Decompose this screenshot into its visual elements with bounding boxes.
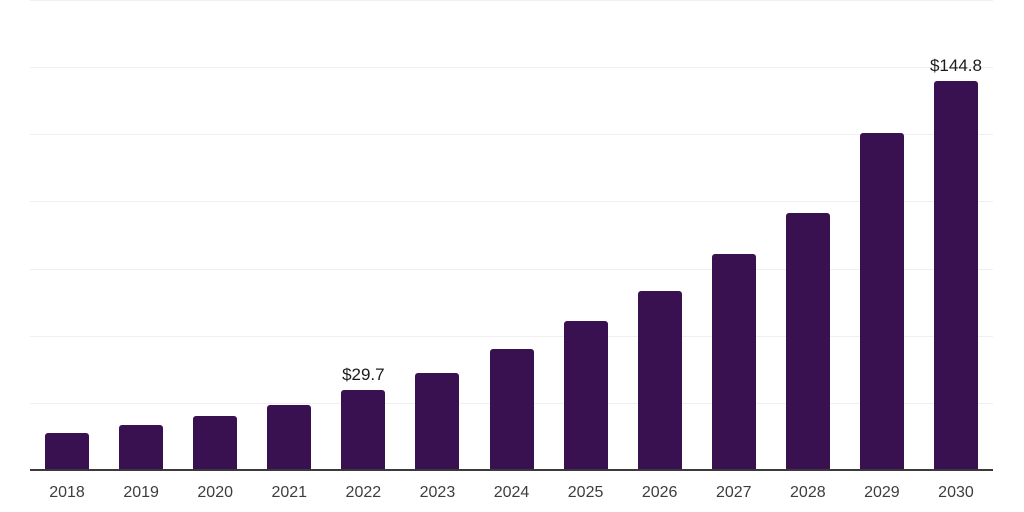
x-tick-label-2018: 2018 [49,484,85,501]
bar-slot-2028 [771,0,845,470]
x-axis-tick-labels: 2018 2019 2020 2021 2022 2023 2024 2025 2026 2027… [30,470,993,501]
x-tick-label-2027: 2027 [715,484,752,501]
bar-slot-2030: $144.8 [919,0,993,470]
bar-2029 [859,132,904,470]
bar-slot-2025 [549,0,623,470]
x-tick-label-2030: 2030 [938,484,974,501]
bar-slot-2024 [474,0,548,470]
bar-2030 [933,81,978,470]
bar-2024 [489,348,534,470]
bar-slot-2023 [400,0,474,470]
bar-slot-2029 [845,0,919,470]
bar-value-label-2030: $144.8 [929,56,982,76]
bar-slot-2018 [30,0,104,470]
bar-value-label-2022: $29.7 [342,365,385,385]
plot-area: $29.7 $144.8 [30,0,993,470]
bar-slot-2019 [104,0,178,470]
x-tick-label-2024: 2024 [493,484,530,501]
x-tick-label-2028: 2028 [790,484,826,501]
bar-slot-2021 [252,0,326,470]
bars-row: $29.7 $144.8 [30,0,993,470]
x-tick-label-2021: 2021 [271,484,308,501]
gridline-100 [30,201,993,203]
bar-slot-2027 [697,0,771,470]
bar-2027 [711,253,756,470]
bar-2028 [785,212,830,470]
x-tick-label-2025: 2025 [567,484,604,501]
bar-2018 [45,432,90,470]
x-tick-label-2020: 2020 [197,484,233,501]
x-tick-label-2029: 2029 [864,484,900,501]
bar-slot-2026 [623,0,697,470]
x-tick-label-2019: 2019 [123,484,159,501]
x-axis-line [30,469,993,471]
x-tick-label-2026: 2026 [641,484,678,501]
bar-2019 [119,424,164,470]
bar-2020 [193,416,238,470]
x-tick-label-2023: 2023 [419,484,456,501]
gridline-150 [30,67,993,69]
bar-2025 [563,320,608,470]
bar-2021 [267,404,312,470]
gridline-125 [30,134,993,136]
gridline-50 [30,335,993,337]
bar-slot-2020 [178,0,252,470]
x-tick-label-2022: 2022 [345,484,382,501]
gridline-175 [30,0,993,1]
bar-2022 [341,390,386,470]
bar-2023 [415,372,460,470]
gridline-75 [30,268,993,270]
bar-slot-2022: $29.7 [326,0,400,470]
bar-2026 [637,290,682,470]
